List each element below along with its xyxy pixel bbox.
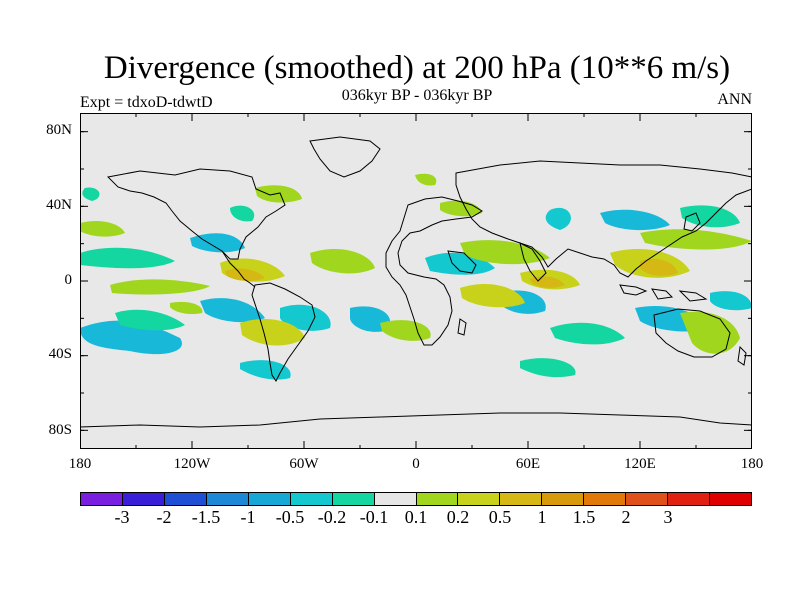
colorbar-segment	[332, 493, 375, 505]
x-tick-120e: 120E	[624, 456, 656, 472]
colorbar-label: -2	[156, 507, 172, 527]
colorbar-segment	[710, 493, 751, 505]
y-tick-0: 0	[64, 272, 73, 288]
map-canvas	[80, 113, 752, 449]
x-tick-180e: 180	[740, 456, 764, 472]
colorbar-label: 3	[663, 507, 673, 527]
x-tick-60w: 60W	[289, 456, 319, 472]
colorbar-segment	[164, 493, 207, 505]
divergence-field	[80, 173, 752, 380]
map-background	[80, 113, 752, 449]
y-tick-80n: 80N	[46, 122, 72, 138]
coastlines	[80, 136, 752, 428]
divergence-map	[80, 113, 752, 449]
colorbar-segment	[290, 493, 333, 505]
colorbar-segment	[542, 493, 585, 505]
y-tick-80s: 80S	[48, 422, 72, 438]
plot-title: Divergence (smoothed) at 200 hPa (10**6 …	[103, 50, 731, 86]
x-tick-120w: 120W	[173, 456, 211, 472]
colorbar-label: -1	[240, 507, 256, 527]
colorbar-label: 1.5	[572, 507, 596, 527]
colorbar-label: -0.5	[275, 507, 305, 527]
colorbar-segment	[458, 493, 501, 505]
experiment-label: Expt = tdxoD-tdwtD	[80, 94, 213, 111]
colorbar-label: -1.5	[191, 507, 221, 527]
colorbar-segment	[668, 493, 711, 505]
colorbar-label: 0.5	[488, 507, 512, 527]
x-tick-180w: 180	[68, 456, 92, 472]
colorbar-segment	[248, 493, 291, 505]
colorbar-segment	[374, 493, 417, 505]
x-tick-60e: 60E	[515, 456, 541, 472]
colorbar	[80, 492, 752, 506]
colorbar-segment	[206, 493, 249, 505]
colorbar-segment	[584, 493, 627, 505]
colorbar-label: -0.1	[359, 507, 389, 527]
colorbar-label: 0.1	[404, 507, 428, 527]
colorbar-segment	[81, 493, 123, 505]
colorbar-segment	[416, 493, 459, 505]
colorbar-label: -0.2	[317, 507, 347, 527]
colorbar-label: 1	[537, 507, 547, 527]
colorbar-segment	[122, 493, 165, 505]
colorbar-label: -3	[114, 507, 130, 527]
colorbar-segment	[626, 493, 669, 505]
colorbar-label: 2	[621, 507, 631, 527]
colorbar-label: 0.2	[446, 507, 470, 527]
y-tick-40s: 40S	[48, 346, 72, 362]
x-tick-0: 0	[412, 456, 420, 472]
plot-subtitle: 036kyr BP - 036kyr BP	[341, 87, 493, 104]
colorbar-segment	[500, 493, 543, 505]
season-label: ANN	[717, 91, 752, 108]
y-tick-40n: 40N	[46, 197, 72, 213]
